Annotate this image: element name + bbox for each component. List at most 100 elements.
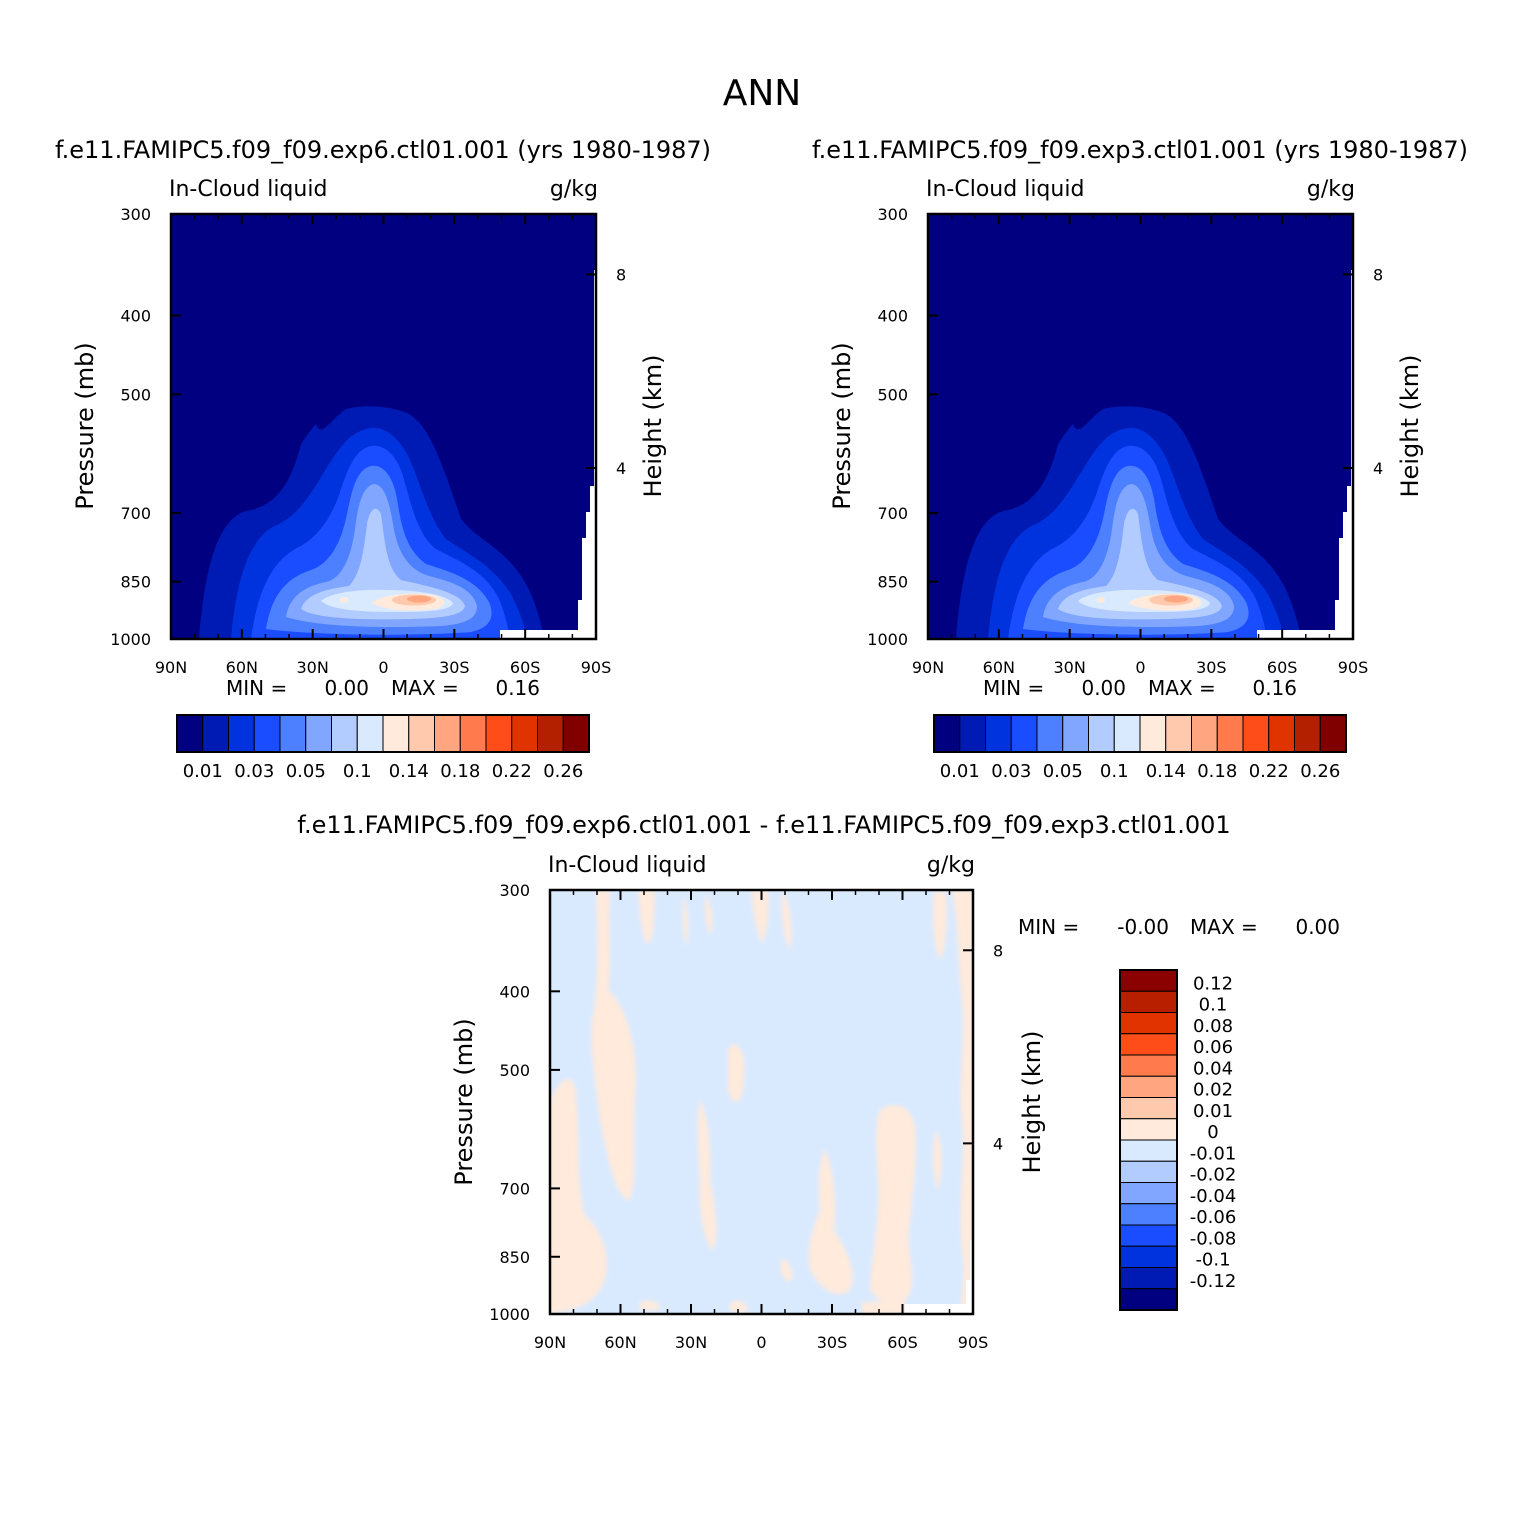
- anomaly-patch: [933, 1130, 942, 1190]
- x-tick-label: 60S: [1267, 658, 1298, 677]
- colorbar-label: 0.26: [543, 761, 583, 782]
- panel-difference-max-label: MAX =: [1190, 915, 1258, 939]
- panel-exp6-min-label: MIN =: [226, 676, 287, 700]
- x-tick-label: 30N: [675, 1333, 707, 1352]
- colorbar-label: 0.06: [1193, 1037, 1233, 1058]
- x-tick-label: 30S: [817, 1333, 848, 1352]
- colorbar-swatch: [1119, 1160, 1178, 1183]
- panel-exp3: f.e11.FAMIPC5.f09_f09.exp3.ctl01.001 (yr…: [812, 136, 1468, 782]
- colorbar-label: -0.12: [1190, 1271, 1237, 1292]
- panel-difference-ylabel-right: Height (km): [1018, 1031, 1046, 1174]
- anomaly-patch: [808, 1150, 853, 1294]
- y-tick-label: 400: [499, 982, 530, 1001]
- contour-0.34: [1164, 595, 1188, 603]
- anomaly-patch: [781, 892, 792, 950]
- colorbar-label: 0.1: [1100, 761, 1129, 782]
- anomaly-patch: [870, 1105, 916, 1302]
- x-tick-label: 60N: [604, 1333, 636, 1352]
- colorbar-swatch: [408, 714, 435, 753]
- colorbar-swatch: [1191, 714, 1218, 753]
- panel-difference-colorbar: 0.120.10.080.060.040.020.010-0.01-0.02-0…: [1119, 969, 1237, 1311]
- colorbar-swatch: [1139, 714, 1167, 753]
- anomaly-patch: [730, 1300, 748, 1312]
- panel-difference-ylabel: Pressure (mb): [450, 1018, 478, 1185]
- colorbar-swatch: [1010, 714, 1038, 753]
- anomaly-patch: [697, 1100, 717, 1250]
- colorbar-label: 0.01: [1193, 1101, 1233, 1122]
- y-tick-label: 850: [499, 1248, 530, 1267]
- colorbar-label: 0.1: [1199, 995, 1228, 1016]
- colorbar-swatch: [1119, 1118, 1178, 1141]
- colorbar-swatch: [1119, 1182, 1178, 1205]
- colorbar-frame: [1119, 969, 1178, 1311]
- y-tick-label: 700: [499, 1179, 530, 1198]
- colorbar-swatch: [1119, 990, 1178, 1013]
- panel-exp3-title: f.e11.FAMIPC5.f09_f09.exp3.ctl01.001 (yr…: [812, 136, 1468, 164]
- y-tick-label: 1000: [489, 1305, 530, 1324]
- colorbar-label: 0.03: [991, 761, 1031, 782]
- y-right-tick-label: 4: [616, 459, 626, 478]
- colorbar-swatch: [279, 714, 307, 753]
- colorbar-label: 0: [1207, 1122, 1218, 1143]
- colorbar-swatch: [1036, 714, 1064, 753]
- colorbar-swatch: [1119, 1224, 1178, 1247]
- x-tick-label: 0: [1135, 658, 1145, 677]
- colorbar-label: 0.01: [183, 761, 223, 782]
- colorbar-label: -0.08: [1190, 1228, 1237, 1249]
- colorbar-label: -0.02: [1190, 1165, 1237, 1186]
- panel-exp3-ylabel: Pressure (mb): [828, 342, 856, 509]
- colorbar-label: 0.14: [389, 761, 429, 782]
- colorbar-label: 0.05: [1043, 761, 1083, 782]
- panel-exp6-right-label: g/kg: [550, 177, 598, 202]
- panel-difference-title: f.e11.FAMIPC5.f09_f09.exp6.ctl01.001 - f…: [297, 811, 1230, 839]
- anomaly-patch: [638, 890, 655, 944]
- panel-exp6-colorbar: 0.01 0.03 0.05 0.1 0.14 0.18 0.22 0.26: [176, 714, 590, 782]
- x-tick-label: 90N: [155, 658, 187, 677]
- panel-exp3-max-label: MAX =: [1148, 676, 1216, 700]
- colorbar-swatch: [1062, 714, 1089, 753]
- colorbar-swatch: [1113, 714, 1141, 753]
- y-tick-label: 700: [877, 504, 908, 523]
- colorbar-label: 0.05: [286, 761, 326, 782]
- contour-0.34: [407, 595, 431, 603]
- colorbar-swatch: [1119, 1097, 1178, 1120]
- x-tick-label: 60S: [887, 1333, 918, 1352]
- colorbar-swatch: [434, 714, 461, 753]
- colorbar-swatch: [1119, 1139, 1178, 1162]
- x-tick-label: 90N: [912, 658, 944, 677]
- x-tick-label: 30N: [297, 658, 329, 677]
- panel-exp6-max-value: 0.16: [495, 676, 540, 700]
- colorbar-swatch: [1119, 1245, 1178, 1268]
- x-tick-label: 60N: [226, 658, 258, 677]
- y-right-tick-label: 8: [1373, 265, 1383, 284]
- y-right-tick-label: 8: [993, 941, 1003, 960]
- colorbar-swatch: [176, 714, 204, 753]
- colorbar-swatch: [1268, 714, 1295, 753]
- colorbar-swatch: [1119, 1288, 1178, 1311]
- anomaly-patch: [752, 890, 769, 944]
- y-tick-label: 500: [499, 1061, 530, 1080]
- positive-anomaly-patches: [550, 890, 973, 1314]
- colorbar-label: 0.01: [940, 761, 980, 782]
- panel-difference: f.e11.FAMIPC5.f09_f09.exp6.ctl01.001 - f…: [297, 811, 1340, 1352]
- y-tick-label: 400: [877, 307, 908, 326]
- anomaly-patch: [933, 892, 947, 960]
- colorbar-swatch: [1165, 714, 1192, 753]
- panel-exp6-field: [171, 214, 596, 639]
- panel-exp6: f.e11.FAMIPC5.f09_f09.exp6.ctl01.001 (yr…: [55, 136, 711, 782]
- panel-exp3-axes: 90N 60N 30N 0 30S 60S 90S 300 400 500 700 850 1000 8 4: [867, 205, 1383, 677]
- colorbar-swatch: [1294, 714, 1321, 753]
- colorbar-swatch: [202, 714, 229, 753]
- missing-data-region: [500, 270, 596, 639]
- colorbar-swatch: [1119, 1054, 1178, 1077]
- y-tick-label: 300: [499, 881, 530, 900]
- colorbar-swatch: [1119, 1012, 1178, 1035]
- y-tick-label: 500: [877, 385, 908, 404]
- colorbar-swatch: [1319, 714, 1347, 753]
- x-tick-label: 90S: [958, 1333, 989, 1352]
- x-tick-label: 60N: [983, 658, 1015, 677]
- colorbar-label: -0.04: [1190, 1186, 1237, 1207]
- colorbar-label: 0.08: [1193, 1016, 1233, 1037]
